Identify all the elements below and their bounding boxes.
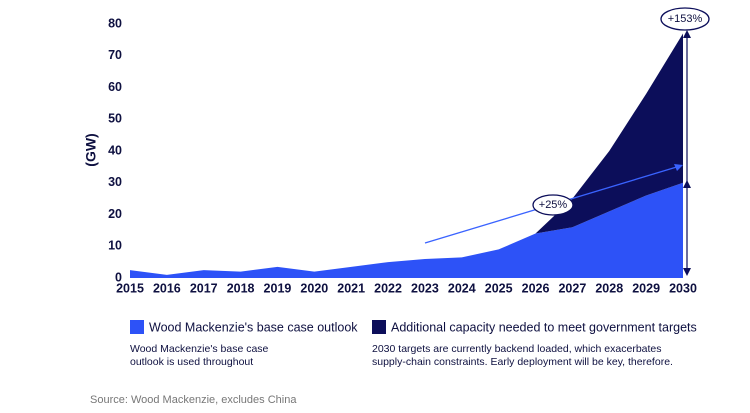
x-tick-label: 2029 — [632, 281, 660, 295]
x-tick-label: 2020 — [300, 281, 328, 295]
x-tick-label: 2023 — [411, 281, 439, 295]
callout — [532, 194, 574, 216]
arrow-head — [683, 268, 691, 276]
note: outlook is used throughout — [130, 356, 253, 368]
x-tick-label: 2025 — [485, 281, 513, 295]
y-tick-label: 70 — [108, 48, 122, 62]
area — [535, 33, 683, 234]
x-tick-label: 2027 — [558, 281, 586, 295]
x-tick-label: 2022 — [374, 281, 402, 295]
y-tick-label: 20 — [108, 207, 122, 221]
legend-swatch — [130, 320, 144, 334]
annotation: +25% — [539, 199, 568, 211]
y-axis-label: (GW) — [83, 133, 99, 166]
annotation: +153% — [668, 13, 703, 25]
y-tick-label: 80 — [108, 16, 122, 30]
x-tick-label: 2018 — [227, 281, 255, 295]
callout — [660, 7, 710, 31]
source: Source: Wood Mackenzie, excludes China — [90, 394, 297, 406]
note: 2030 targets are currently backend loade… — [372, 343, 662, 355]
x-tick-label: 2016 — [153, 281, 181, 295]
x-tick-label: 2024 — [448, 281, 476, 295]
arrow-head — [674, 164, 683, 171]
legend-label: Wood Mackenzie's base case outlook — [149, 320, 358, 334]
x-tick-label: 2030 — [669, 281, 697, 295]
arrow-head — [683, 180, 691, 188]
note: Wood Mackenzie's base case — [130, 343, 269, 355]
area — [130, 182, 683, 278]
y-tick-label: 40 — [108, 143, 122, 157]
x-tick-label: 2019 — [264, 281, 292, 295]
x-tick-label: 2015 — [116, 281, 144, 295]
y-tick-label: 50 — [108, 112, 122, 126]
x-tick-label: 2017 — [190, 281, 218, 295]
arrow-head — [683, 30, 691, 38]
legend-label: Additional capacity needed to meet gover… — [391, 320, 697, 334]
x-tick-label: 2021 — [337, 281, 365, 295]
x-tick-label: 2028 — [595, 281, 623, 295]
y-tick-label: 60 — [108, 80, 122, 94]
legend-swatch — [372, 320, 386, 334]
y-tick-label: 0 — [115, 270, 122, 284]
y-tick-label: 10 — [108, 239, 122, 253]
x-tick-label: 2026 — [522, 281, 550, 295]
y-tick-label: 30 — [108, 175, 122, 189]
note: supply-chain constraints. Early deployme… — [372, 356, 673, 368]
